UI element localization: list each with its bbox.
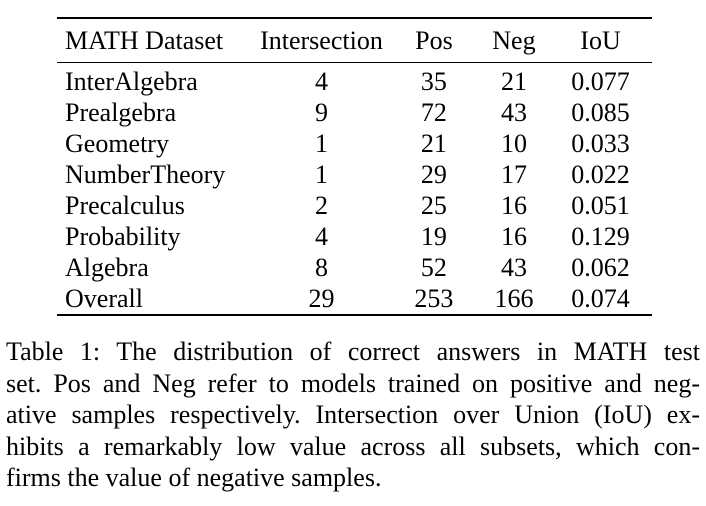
cell-iou: 0.085 [571, 98, 630, 127]
col-header-iou: IoU [549, 18, 652, 63]
cell-neg: 17 [500, 160, 527, 189]
table-row: Overall 29 253 166 0.074 [57, 283, 652, 315]
cell-iou: 0.051 [571, 191, 630, 220]
cell-neg: 10 [500, 129, 527, 158]
col-header-math-dataset: MATH Dataset [57, 18, 254, 63]
table-caption: Table 1: The distribution of correct ans… [6, 336, 700, 494]
cell-intersection: 4 [314, 67, 328, 96]
table-row: InterAlgebra 4 35 21 0.077 [57, 63, 652, 98]
table-header-row: MATH Dataset Intersection Pos Neg IoU [57, 18, 652, 63]
cell-iou: 0.077 [571, 67, 630, 96]
caption-line: hibits a remarkably low value across all… [6, 431, 700, 461]
caption-line: firms the value of negative samples. [6, 463, 382, 492]
cell-neg: 16 [500, 191, 527, 220]
caption-line: ative samples respectively. Intersection… [6, 400, 700, 429]
table-row: Probability 4 19 16 0.129 [57, 221, 652, 252]
table-row: Geometry 1 21 10 0.033 [57, 128, 652, 159]
cell-intersection: 2 [314, 191, 328, 220]
cell-dataset: InterAlgebra [65, 67, 198, 96]
cell-iou: 0.022 [571, 160, 630, 189]
table-row: NumberTheory 1 29 17 0.022 [57, 159, 652, 190]
cell-intersection: 1 [314, 129, 328, 158]
cell-pos: 72 [420, 98, 447, 127]
cell-dataset: Prealgebra [65, 98, 177, 127]
cell-iou: 0.062 [571, 253, 630, 282]
cell-neg: 43 [500, 253, 527, 282]
cell-pos: 253 [414, 284, 454, 313]
cell-pos: 35 [420, 67, 447, 96]
cell-dataset: Algebra [65, 253, 149, 282]
cell-neg: 43 [500, 98, 527, 127]
cell-intersection: 29 [308, 284, 335, 313]
col-header-intersection: Intersection [253, 18, 389, 63]
math-dataset-table: MATH Dataset Intersection Pos Neg IoU In… [57, 17, 652, 316]
cell-pos: 52 [420, 253, 447, 282]
cell-iou: 0.033 [571, 129, 630, 158]
table-row: Prealgebra 9 72 43 0.085 [57, 97, 652, 128]
cell-iou: 0.129 [571, 222, 630, 251]
table-row: Precalculus 2 25 16 0.051 [57, 190, 652, 221]
cell-pos: 21 [420, 129, 447, 158]
cell-intersection: 9 [314, 98, 328, 127]
cell-dataset: NumberTheory [65, 160, 226, 189]
cell-dataset: Overall [65, 284, 143, 313]
caption-line: Table 1: The distribution of correct ans… [6, 337, 700, 366]
caption-line: set. Pos and Neg refer to models trained… [6, 368, 700, 398]
cell-dataset: Precalculus [65, 191, 185, 220]
cell-iou: 0.074 [571, 284, 630, 313]
table-row: Algebra 8 52 43 0.062 [57, 252, 652, 283]
cell-dataset: Probability [65, 222, 181, 251]
cell-neg: 166 [494, 284, 534, 313]
cell-intersection: 8 [314, 253, 328, 282]
cell-neg: 16 [500, 222, 527, 251]
cell-pos: 29 [420, 160, 447, 189]
cell-pos: 19 [420, 222, 447, 251]
cell-dataset: Geometry [65, 129, 169, 158]
cell-pos: 25 [420, 191, 447, 220]
cell-neg: 21 [500, 67, 527, 96]
col-header-pos: Pos [389, 18, 479, 63]
cell-intersection: 1 [314, 160, 328, 189]
cell-intersection: 4 [314, 222, 328, 251]
col-header-neg: Neg [478, 18, 550, 63]
